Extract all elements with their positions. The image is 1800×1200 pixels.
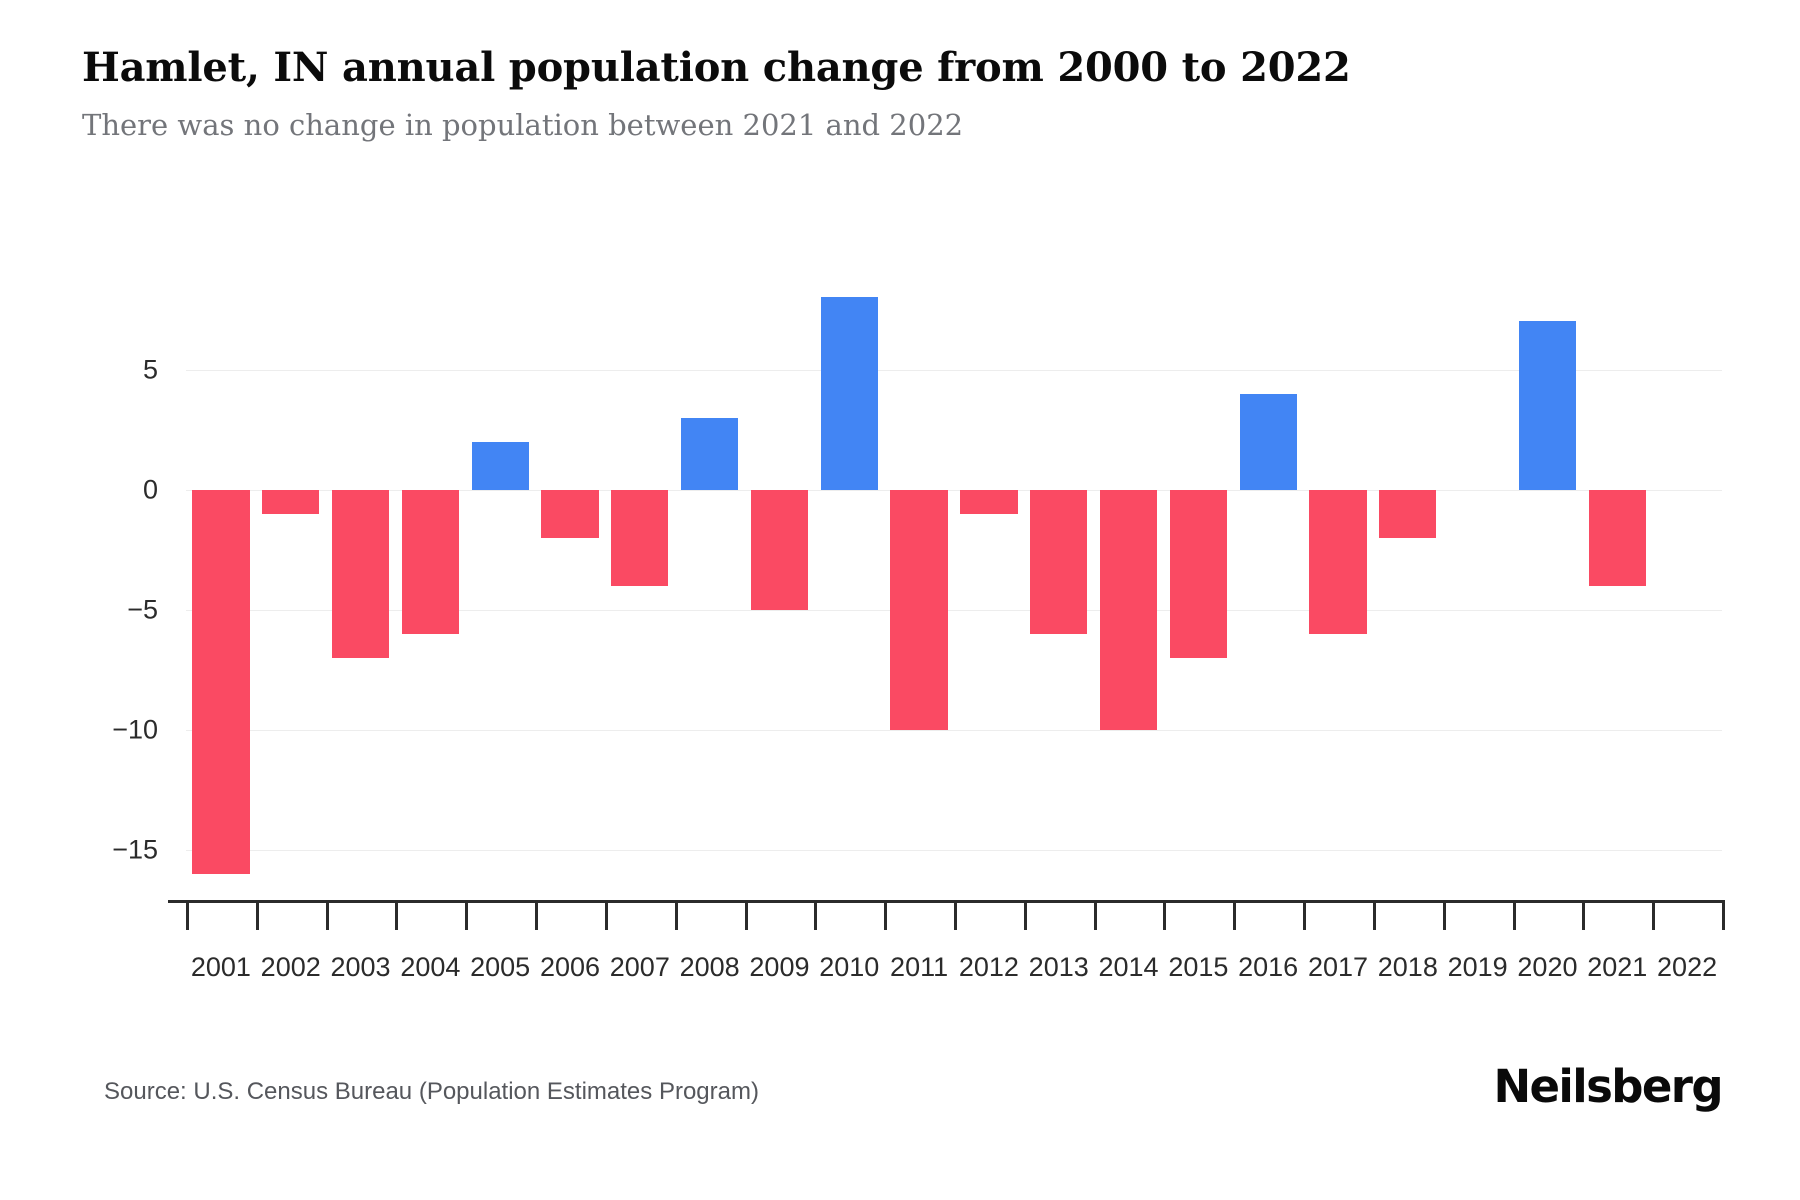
bar[interactable] <box>960 489 1018 514</box>
x-axis-tick-label: 2001 <box>190 952 251 982</box>
bar[interactable] <box>611 489 669 586</box>
x-axis-tick <box>1093 900 1097 930</box>
y-axis-tick-label: −5 <box>127 594 158 625</box>
bar[interactable] <box>1309 489 1367 634</box>
x-axis-tick-label: 2002 <box>260 952 321 982</box>
x-axis-tick <box>884 900 888 930</box>
x-axis-tick-label: 2010 <box>819 952 880 982</box>
bar[interactable] <box>1588 489 1646 586</box>
gridline <box>186 489 1722 491</box>
gridline <box>186 730 1722 731</box>
y-axis-tick-label: 0 <box>142 474 158 505</box>
x-axis-tick-label: 2017 <box>1307 952 1369 982</box>
bar[interactable] <box>401 489 459 634</box>
y-axis-tick-label: −10 <box>112 714 158 745</box>
x-axis-tick <box>465 900 469 930</box>
x-axis-tick <box>744 900 748 930</box>
x-axis-tick-label: 2012 <box>958 952 1019 982</box>
x-axis-tick-label: 2009 <box>749 952 810 982</box>
x-axis-tick <box>1582 900 1586 930</box>
bar[interactable] <box>541 489 599 538</box>
x-axis-tick <box>954 900 957 930</box>
x-axis-tick-label: 2004 <box>400 952 461 982</box>
x-axis-tick <box>1233 900 1237 930</box>
x-axis-tick-label: 2011 <box>890 952 949 982</box>
bar[interactable] <box>681 417 739 490</box>
x-axis-tick <box>1372 900 1376 930</box>
x-axis-tick-label: 2021 <box>1587 952 1648 982</box>
chart-subtitle: There was no change in population betwee… <box>82 108 964 143</box>
x-axis-tick-label: 2020 <box>1517 952 1578 982</box>
page-title: Hamlet, IN annual population change from… <box>82 44 1351 91</box>
x-axis-tick <box>535 900 539 930</box>
bar[interactable] <box>192 489 250 875</box>
y-axis-tick-label: 5 <box>142 354 158 385</box>
bar[interactable] <box>1099 489 1158 730</box>
x-axis-tick <box>1722 900 1725 930</box>
x-axis-tick <box>255 900 259 930</box>
x-axis-tick <box>1442 900 1446 930</box>
bar[interactable] <box>471 441 529 490</box>
bar[interactable] <box>1518 321 1577 490</box>
x-axis-tick-label: 2014 <box>1098 952 1159 982</box>
gridline <box>186 609 1722 611</box>
x-axis-tick <box>1652 900 1656 930</box>
x-axis-tick <box>1512 900 1516 930</box>
plot-area <box>186 283 1722 879</box>
gridline <box>186 850 1722 852</box>
x-axis-tick <box>604 900 608 930</box>
bar[interactable] <box>1239 393 1297 490</box>
bar[interactable] <box>820 297 878 490</box>
x-axis-tick <box>1303 900 1307 930</box>
x-axis-tick <box>395 900 399 930</box>
x-axis-tick-label: 2015 <box>1168 952 1229 982</box>
x-axis-tick-label: 2003 <box>330 952 391 982</box>
x-axis-tick <box>325 900 329 930</box>
gridline <box>186 369 1722 371</box>
x-axis-tick <box>814 900 818 930</box>
x-axis-tick <box>186 900 189 930</box>
x-axis-tick <box>1023 900 1027 930</box>
bar[interactable] <box>1030 489 1088 634</box>
x-axis-tick-label: 2005 <box>470 952 531 982</box>
y-axis-tick-label: −15 <box>112 834 158 865</box>
x-axis-tick <box>674 900 678 930</box>
x-axis-tick-label: 2019 <box>1447 952 1508 982</box>
x-axis-line <box>168 900 1722 903</box>
source-note: Source: U.S. Census Bureau (Population E… <box>104 1078 759 1105</box>
x-axis-tick-label: 2006 <box>539 952 601 982</box>
chart-header: Hamlet, IN annual population change from… <box>82 44 1722 143</box>
bar[interactable] <box>890 489 948 730</box>
bar[interactable] <box>331 489 390 658</box>
x-axis-tick-label: 2013 <box>1028 952 1089 982</box>
bar[interactable] <box>1379 489 1437 538</box>
bar[interactable] <box>1169 489 1227 658</box>
x-axis-tick-label: 2022 <box>1657 952 1718 982</box>
x-axis-tick-label: 2018 <box>1377 952 1438 982</box>
x-axis-tick-label: 2007 <box>609 952 670 982</box>
x-axis-tick-label: 2008 <box>679 952 740 982</box>
x-axis-tick-label: 2016 <box>1238 952 1299 982</box>
bar-series <box>186 283 1722 879</box>
x-axis-tick <box>1163 900 1167 930</box>
brand-logo: Neilsberg <box>1493 1060 1723 1113</box>
bar[interactable] <box>262 489 320 514</box>
bar[interactable] <box>750 489 809 610</box>
